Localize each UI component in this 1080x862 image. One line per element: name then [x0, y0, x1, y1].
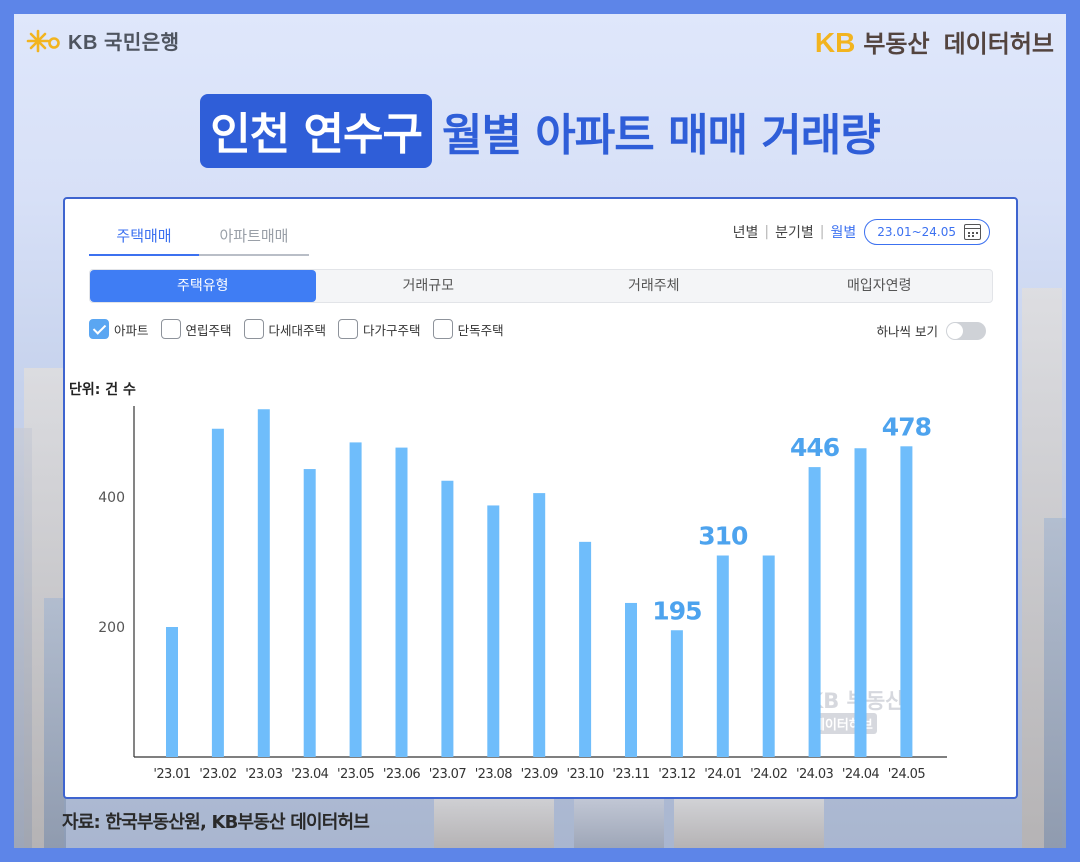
one-by-one-label: 하나씩 보기: [876, 324, 938, 339]
segment-trade-party[interactable]: 거래주체: [627, 278, 680, 294]
checkbox-label: 다세대주택: [268, 322, 327, 338]
checkbox-empty-icon[interactable]: [243, 319, 264, 339]
data-label: 446: [790, 433, 840, 462]
kb-bank-logo: KB 국민은행: [26, 26, 180, 55]
one-by-one-toggle-wrap: 하나씩 보기: [877, 321, 986, 340]
tab-house-trade[interactable]: 주택매매: [89, 225, 199, 256]
x-tick-label: '23.11: [612, 767, 650, 782]
bar: [808, 467, 821, 757]
checkbox-label: 연립주택: [185, 322, 232, 338]
segment-buyer-age[interactable]: 매입자연령: [847, 278, 912, 294]
y-axis-unit: 단위: 건 수: [69, 382, 136, 398]
brand-sub: 데이터허브: [943, 30, 1054, 58]
bar: [716, 555, 729, 757]
background-building: [44, 598, 66, 848]
tab-apartment-trade[interactable]: 아파트매매: [199, 225, 309, 256]
x-tick-label: '24.05: [888, 767, 926, 782]
x-tick-label: '24.01: [704, 767, 742, 782]
x-tick-label: '23.07: [429, 767, 467, 782]
x-tick-label: '23.06: [383, 767, 421, 782]
y-tick-label: 400: [98, 490, 125, 506]
background-building: [574, 798, 664, 848]
bar: [395, 447, 408, 757]
bar: [257, 409, 270, 757]
checkbox-checked-icon[interactable]: [89, 319, 109, 339]
bar: [441, 480, 454, 757]
bar: [900, 446, 913, 757]
period-quarterly[interactable]: 분기별: [775, 225, 814, 241]
x-tick-label: '23.04: [291, 767, 329, 782]
date-range-text: 23.01~24.05: [877, 225, 956, 239]
x-tick-label: '23.05: [337, 767, 375, 782]
brand-kb: KB: [814, 27, 856, 58]
checkbox-detached[interactable]: 단독주택: [432, 319, 504, 339]
x-tick-label: '23.03: [245, 767, 283, 782]
bar: [579, 541, 592, 757]
period-separator: |: [819, 224, 825, 240]
bar: [487, 505, 500, 757]
calendar-icon: [964, 224, 981, 240]
title-highlight: 인천 연수구: [200, 94, 432, 168]
brand-name: 부동산: [863, 30, 930, 58]
bar: [303, 469, 316, 757]
background-building: [14, 428, 32, 848]
checkbox-multiplex[interactable]: 다세대주택: [243, 319, 327, 339]
bar: [762, 555, 775, 757]
kb-star-icon: [26, 27, 62, 55]
title-rest: 월별 아파트 매매 거래량: [441, 110, 881, 161]
period-separator: |: [764, 224, 770, 240]
x-tick-label: '24.03: [796, 767, 834, 782]
checkbox-empty-icon[interactable]: [338, 319, 359, 339]
bar: [166, 627, 178, 757]
checkbox-label: 단독주택: [457, 322, 504, 338]
checkbox-empty-icon[interactable]: [160, 319, 181, 339]
bar: [670, 630, 683, 757]
period-monthly[interactable]: 월별: [830, 225, 857, 241]
bar: [625, 602, 637, 757]
housing-type-filters: 아파트 연립주택 다세대주택 다가구주택 단독주택: [89, 319, 504, 339]
x-tick-label: '24.02: [750, 767, 787, 782]
checkbox-multifamily[interactable]: 다가구주택: [338, 319, 421, 339]
checkbox-label: 다가구주택: [363, 322, 421, 338]
checkbox-empty-icon[interactable]: [432, 319, 453, 339]
x-tick-label: '24.04: [842, 767, 880, 782]
bar: [211, 428, 224, 757]
bar: [533, 493, 546, 757]
bar-chart: 200 400 '23.01 '23.02 '23.03 '23.04 '23.05 '23.…: [98, 406, 947, 782]
bar: [349, 442, 362, 757]
source-note: 자료: 한국부동산원, KB부동산 데이터허브: [62, 812, 370, 833]
x-tick-label: '23.09: [521, 767, 559, 782]
data-label: 478: [882, 412, 931, 441]
bank-name: KB 국민은행: [68, 32, 180, 54]
one-by-one-toggle[interactable]: [946, 321, 986, 340]
date-range-picker[interactable]: 23.01~24.05: [864, 219, 990, 245]
kb-realestate-brand: KB 부동산 데이터허브: [815, 24, 1054, 59]
background-building: [1044, 518, 1066, 848]
checkbox-label: 아파트: [114, 322, 149, 338]
y-tick-label: 200: [98, 620, 125, 636]
period-yearly[interactable]: 년별: [732, 225, 759, 241]
segment-housing-type[interactable]: 주택유형: [90, 270, 316, 302]
chart-card: 주택매매 아파트매매 년별 | 분기별 | 월별 23.01~24.05 주택유…: [63, 197, 1018, 799]
x-tick-label: '23.08: [475, 767, 513, 782]
data-label: 195: [652, 596, 701, 625]
x-tick-label: '23.02: [199, 767, 236, 782]
x-tick-label: '23.12: [658, 767, 695, 782]
checkbox-apartment[interactable]: 아파트: [89, 319, 149, 339]
data-label: 310: [698, 522, 748, 551]
page-title: 인천 연수구 월별 아파트 매매 거래량: [0, 94, 1080, 168]
x-tick-label: '23.10: [566, 767, 604, 782]
segment-trade-size[interactable]: 거래규모: [402, 278, 455, 294]
x-tick-label: '23.01: [153, 767, 191, 782]
checkbox-row-house[interactable]: 연립주택: [160, 319, 232, 339]
market-tabs: 주택매매 아파트매매: [89, 225, 309, 256]
period-selector: 년별 | 분기별 | 월별 23.01~24.05: [733, 219, 990, 245]
bar: [854, 448, 867, 757]
background-building: [674, 793, 824, 848]
category-segments: 주택유형 거래규모 거래주체 매입자연령: [89, 269, 993, 303]
